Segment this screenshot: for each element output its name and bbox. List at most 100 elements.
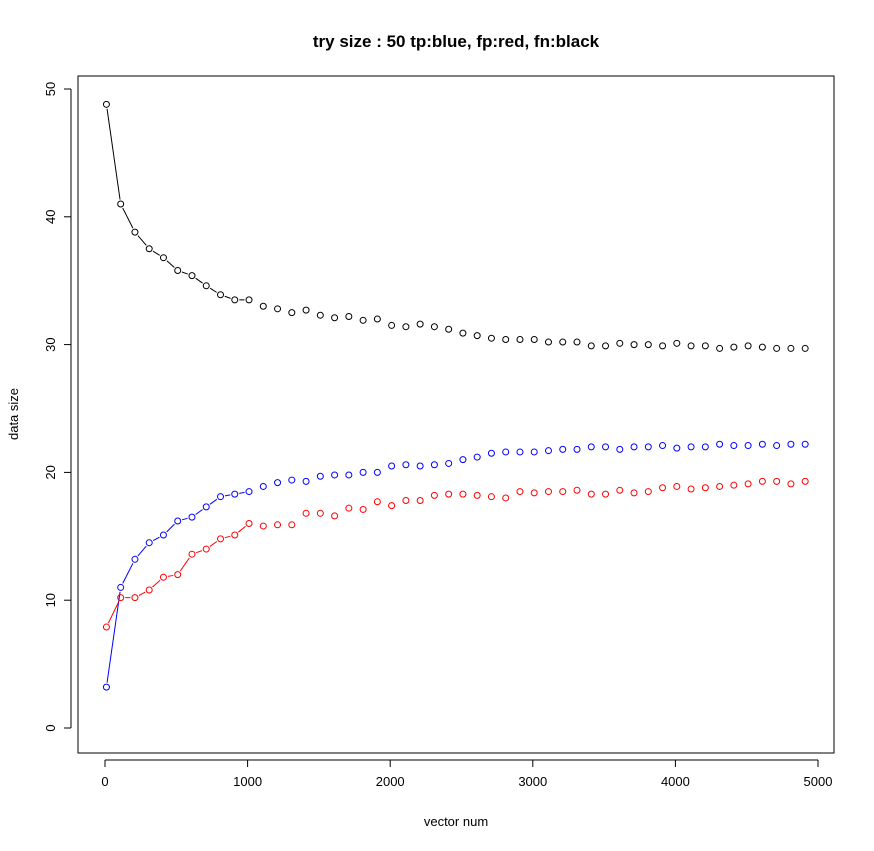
- data-point: [302, 509, 310, 517]
- data-point: [430, 491, 438, 499]
- data-point: [644, 341, 652, 349]
- data-point: [701, 443, 709, 451]
- data-point: [473, 453, 481, 461]
- data-point: [459, 456, 467, 464]
- data-point: [117, 583, 125, 591]
- data-point: [231, 490, 239, 498]
- data-point: [388, 321, 396, 329]
- data-point: [730, 481, 738, 489]
- data-point: [573, 445, 581, 453]
- data-point: [673, 482, 681, 490]
- data-point: [102, 683, 110, 691]
- data-point: [345, 471, 353, 479]
- data-point: [102, 100, 110, 108]
- data-point: [487, 493, 495, 501]
- data-point: [487, 334, 495, 342]
- data-point: [559, 445, 567, 453]
- data-point: [245, 296, 253, 304]
- data-point: [117, 200, 125, 208]
- plot-frame: [77, 75, 835, 754]
- x-axis: 0 1000 2000 3000 4000 5000: [101, 759, 832, 789]
- data-point: [188, 272, 196, 280]
- data-point: [259, 522, 267, 530]
- data-point: [744, 480, 752, 488]
- data-point: [288, 476, 296, 484]
- data-point: [174, 266, 182, 274]
- data-point: [145, 539, 153, 547]
- series-fn: [102, 100, 809, 352]
- series-line-segment: [152, 250, 160, 256]
- data-point: [687, 443, 695, 451]
- data-point: [345, 504, 353, 512]
- data-point: [502, 494, 510, 502]
- data-point: [602, 490, 610, 498]
- data-point: [217, 535, 225, 543]
- data-point: [559, 338, 567, 346]
- data-point: [245, 488, 253, 496]
- data-point: [473, 332, 481, 340]
- data-point: [402, 497, 410, 505]
- data-point: [316, 472, 324, 480]
- data-point: [502, 448, 510, 456]
- data-point: [259, 302, 267, 310]
- data-point: [302, 306, 310, 314]
- data-point: [316, 509, 324, 517]
- data-point: [416, 320, 424, 328]
- series-line-segment: [237, 525, 246, 533]
- data-point: [673, 339, 681, 347]
- data-point: [445, 459, 453, 467]
- data-point: [530, 489, 538, 497]
- series-line-segment: [196, 550, 203, 554]
- data-point: [202, 282, 210, 290]
- data-point: [402, 461, 410, 469]
- data-point: [430, 461, 438, 469]
- data-point: [787, 480, 795, 488]
- series-line-segment: [107, 601, 120, 624]
- data-point: [687, 342, 695, 350]
- x-tick-label: 1000: [233, 774, 262, 789]
- data-point: [516, 335, 524, 343]
- data-point: [673, 444, 681, 452]
- data-point: [188, 550, 196, 558]
- data-point: [117, 594, 125, 602]
- data-point: [288, 309, 296, 317]
- data-point: [644, 488, 652, 496]
- data-point: [159, 531, 167, 539]
- data-point: [373, 498, 381, 506]
- x-tick-label: 3000: [518, 774, 547, 789]
- series-line-segment: [181, 271, 188, 275]
- data-point: [174, 517, 182, 525]
- y-tick-label: 30: [43, 337, 58, 351]
- data-point: [259, 482, 267, 490]
- data-point: [188, 513, 196, 521]
- data-point: [274, 305, 282, 313]
- data-point: [102, 623, 110, 631]
- data-point: [773, 344, 781, 352]
- series-layer: [102, 100, 809, 691]
- data-point: [302, 477, 310, 485]
- data-point: [445, 325, 453, 333]
- data-point: [587, 342, 595, 350]
- series-line-segment: [209, 541, 218, 547]
- data-point: [530, 335, 538, 343]
- data-point: [801, 440, 809, 448]
- data-point: [159, 254, 167, 262]
- data-point: [587, 490, 595, 498]
- series-line-segment: [138, 591, 146, 596]
- data-point: [316, 311, 324, 319]
- series-line-segment: [181, 517, 188, 521]
- data-point: [730, 343, 738, 351]
- series-line-segment: [209, 498, 218, 505]
- data-point: [801, 477, 809, 485]
- data-point: [345, 312, 353, 320]
- data-point: [758, 477, 766, 485]
- series-line-segment: [239, 491, 245, 494]
- data-point: [459, 329, 467, 337]
- data-point: [202, 503, 210, 511]
- series-line-segment: [195, 509, 203, 515]
- data-point: [131, 594, 139, 602]
- data-point: [217, 291, 225, 299]
- data-point: [573, 338, 581, 346]
